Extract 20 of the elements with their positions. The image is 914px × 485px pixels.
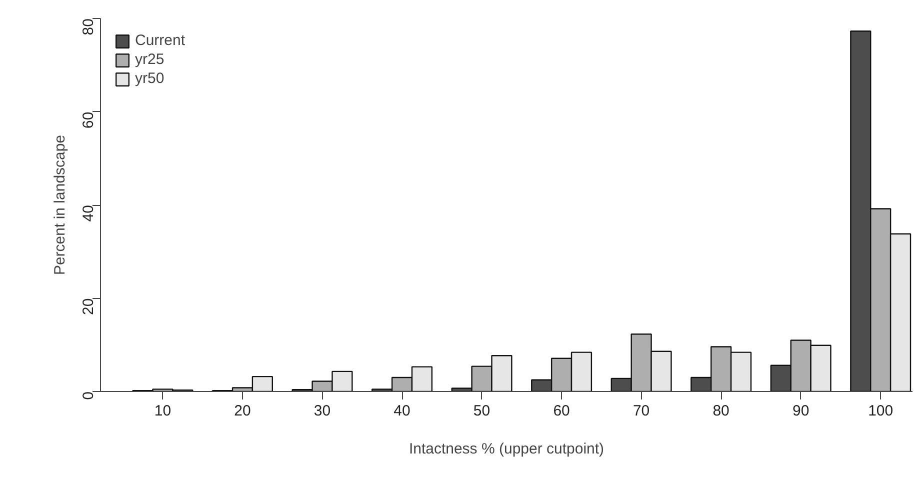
x-tick-label: 70 (632, 402, 650, 420)
x-tick-label: 100 (868, 402, 894, 420)
y-tick-label: 0 (80, 392, 97, 400)
legend-label: yr25 (135, 51, 164, 68)
x-tick-label: 50 (473, 402, 490, 420)
y-tick-label: 80 (80, 18, 97, 36)
y-axis-title: Percent in landscape (52, 134, 68, 276)
x-tick-label: 10 (154, 402, 172, 420)
x-tick-label: 60 (553, 402, 570, 420)
y-tick-label: 40 (80, 204, 97, 222)
x-tick-label: 90 (792, 402, 810, 420)
legend-label: yr50 (135, 70, 164, 87)
legend-label: Current (135, 32, 186, 49)
x-tick-label: 30 (314, 402, 331, 420)
y-tick-label: 20 (80, 298, 97, 315)
x-tick-label: 40 (394, 402, 410, 420)
x-axis-title: Intactness % (upper cutpoint) (408, 440, 604, 458)
x-tick-label: 80 (712, 402, 730, 420)
x-tick-label: 20 (234, 402, 251, 420)
y-tick-label: 60 (80, 112, 97, 128)
